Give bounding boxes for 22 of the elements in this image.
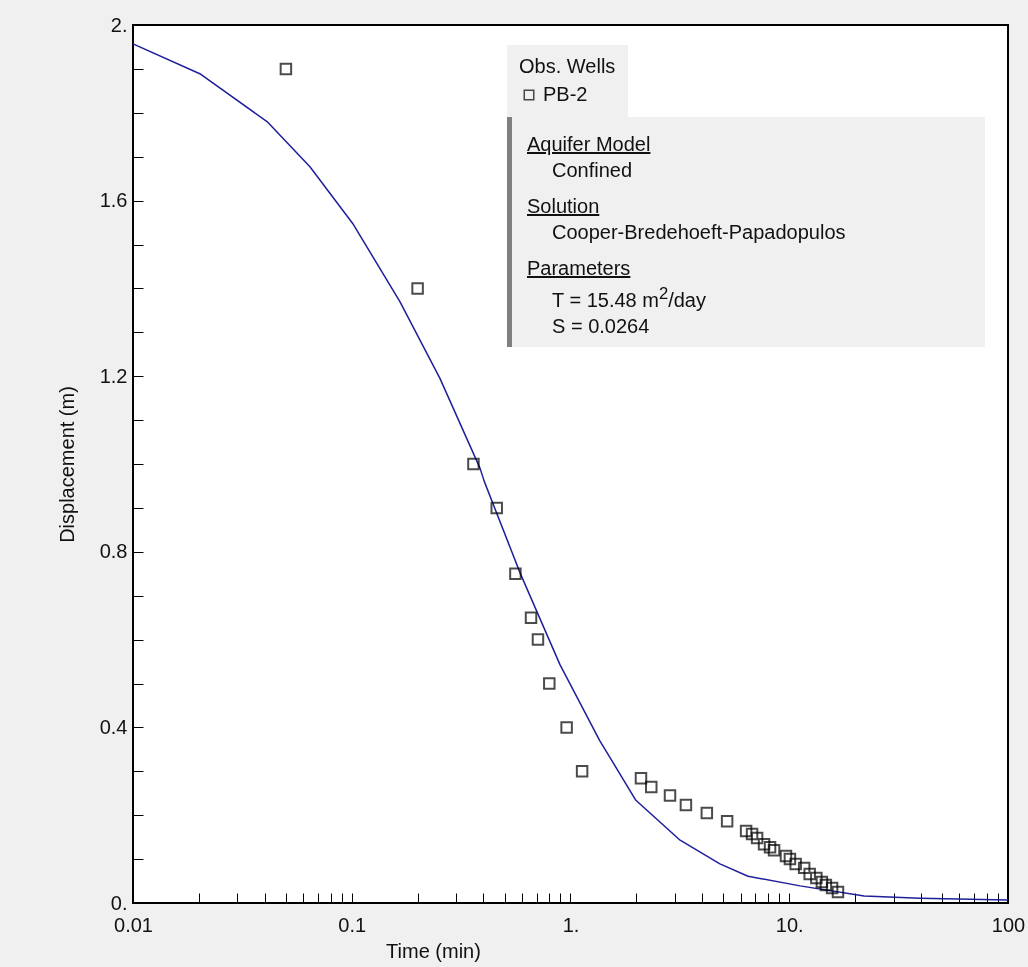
y-tick-label: 2. [110, 13, 128, 36]
x-tick-label: 1. [562, 913, 580, 936]
y-axis-title: Displacement (m) [55, 386, 78, 543]
x-tick-label: 10. [775, 913, 804, 936]
annotation: Aquifer Model [527, 132, 652, 157]
annotation: Confined [551, 158, 634, 183]
annotation: Solution [527, 194, 601, 219]
y-tick-label: 0.4 [99, 715, 128, 738]
annotation: S = 0.0264 [551, 313, 651, 339]
x-axis-title: Time (min) [386, 939, 481, 962]
legend-title: Obs. Wells [519, 55, 616, 77]
annotation: Parameters [527, 256, 632, 281]
x-tick-label: 0.01 [114, 913, 153, 936]
x-tick-label: 100 [991, 913, 1026, 936]
annotation: T = 15.48 m$^{2}$/day [551, 283, 707, 313]
x-tick-label: 0.1 [338, 913, 367, 936]
annotation: Cooper-Bredehoeft-Papadopulos [551, 220, 847, 245]
y-tick-label: 1.6 [99, 189, 128, 212]
y-tick-label: 0.8 [99, 540, 128, 563]
y-tick-label: 0. [110, 891, 128, 914]
y-tick-label: 1.2 [99, 364, 128, 387]
legend-label: PB-2 [543, 83, 588, 105]
